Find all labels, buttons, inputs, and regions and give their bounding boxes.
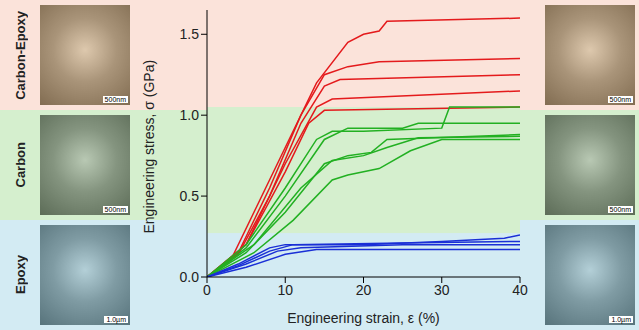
html-text:Epoxy: Epoxy <box>12 255 28 295</box>
svg-text:1.5: 1.5 <box>180 26 200 42</box>
svg-text:0: 0 <box>203 282 211 298</box>
html-text:500nm: 500nm <box>104 206 126 213</box>
html-text:Carbon: Carbon <box>12 142 28 188</box>
svg-text:20: 20 <box>356 282 372 298</box>
svg-text:Engineering stress, σ (GPa): Engineering stress, σ (GPa) <box>141 60 157 234</box>
html-text:1.0µm: 1.0µm <box>611 316 631 323</box>
svg-text:30: 30 <box>434 282 450 298</box>
svg-text:10: 10 <box>277 282 293 298</box>
html-text:1.0µm: 1.0µm <box>106 316 126 323</box>
svg-text:0.5: 0.5 <box>180 188 200 204</box>
html-text:Carbon-Epoxy: Carbon-Epoxy <box>12 10 28 100</box>
svg-text:1.0: 1.0 <box>180 107 200 123</box>
svg-text:40: 40 <box>512 282 528 298</box>
svg-text:Engineering strain, ε (%): Engineering strain, ε (%) <box>287 310 440 326</box>
html-text:500nm: 500nm <box>609 206 631 213</box>
html-text:500nm: 500nm <box>104 96 126 103</box>
html-text:500nm: 500nm <box>609 96 631 103</box>
svg-text:0.0: 0.0 <box>180 269 200 285</box>
